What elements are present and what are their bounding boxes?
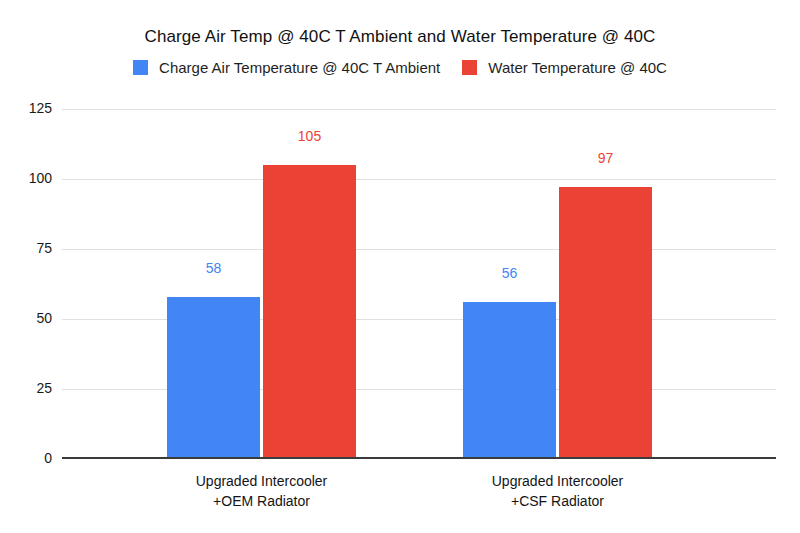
legend: Charge Air Temperature @ 40C T Ambient Wa… [0, 59, 800, 76]
y-axis-tick-label: 100 [6, 170, 52, 186]
plot-area: 025507510012558105Upgraded Intercooler +… [62, 109, 776, 459]
chart-container: Charge Air Temp @ 40C T Ambient and Wate… [0, 0, 800, 533]
legend-label: Charge Air Temperature @ 40C T Ambient [159, 59, 440, 76]
bar-charge-air-group2[interactable] [463, 302, 556, 459]
legend-item: Charge Air Temperature @ 40C T Ambient [133, 59, 440, 76]
y-axis-tick-label: 25 [6, 380, 52, 396]
y-axis-tick-label: 0 [6, 450, 52, 466]
legend-swatch-icon [133, 60, 148, 75]
bar-value-label: 97 [559, 150, 652, 166]
legend-item: Water Temperature @ 40C [462, 59, 667, 76]
legend-swatch-icon [462, 60, 477, 75]
gridline [62, 249, 776, 250]
x-axis-category-label: Upgraded Intercooler +OEM Radiator [105, 471, 419, 511]
gridline [62, 179, 776, 180]
y-axis-tick-label: 50 [6, 310, 52, 326]
x-axis-baseline [62, 457, 776, 459]
bar-value-label: 105 [263, 128, 356, 144]
gridline [62, 109, 776, 110]
legend-label: Water Temperature @ 40C [488, 59, 667, 76]
bar-value-label: 58 [167, 260, 260, 276]
y-axis-tick-label: 125 [6, 100, 52, 116]
bar-water-group1[interactable] [263, 165, 356, 459]
bar-value-label: 56 [463, 265, 556, 281]
x-axis-category-label: Upgraded Intercooler +CSF Radiator [401, 471, 715, 511]
bar-water-group2[interactable] [559, 187, 652, 459]
bar-charge-air-group1[interactable] [167, 297, 260, 459]
y-axis-tick-label: 75 [6, 240, 52, 256]
chart-title: Charge Air Temp @ 40C T Ambient and Wate… [0, 27, 800, 47]
